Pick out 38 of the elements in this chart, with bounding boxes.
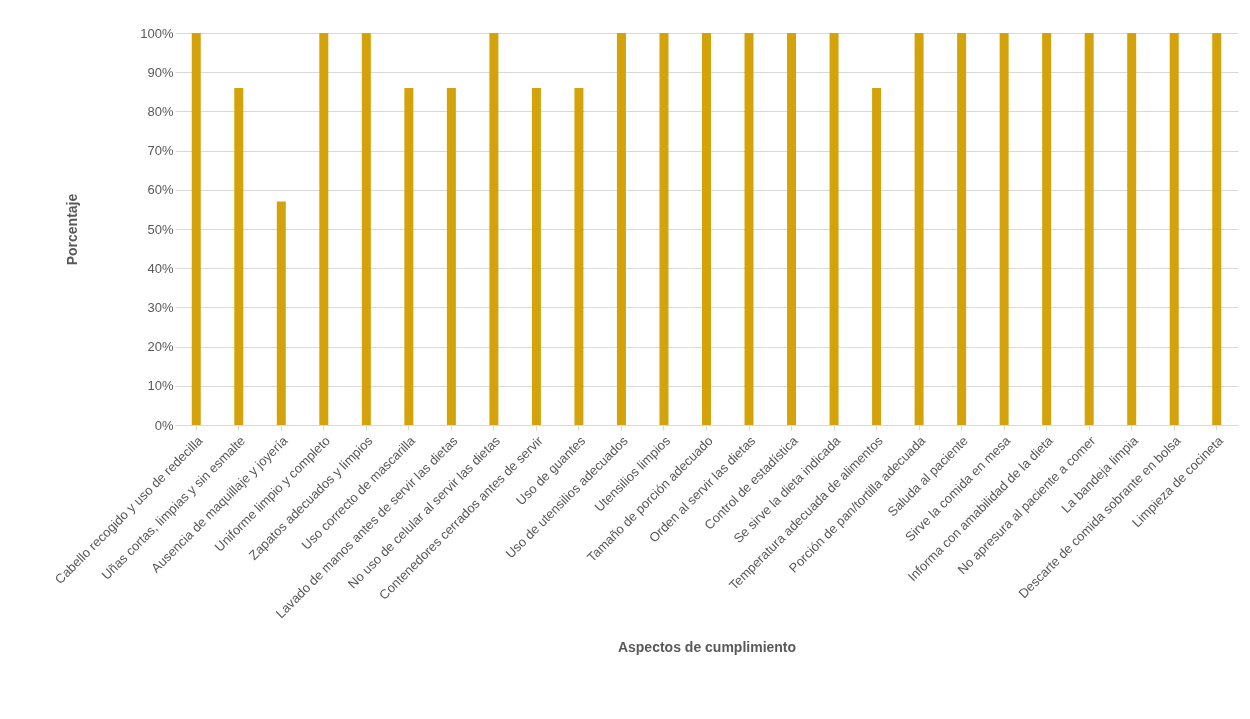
y-axis-title: Porcentaje bbox=[64, 193, 81, 266]
y-tick-label: 50% bbox=[147, 221, 174, 237]
y-tick-label: 80% bbox=[147, 103, 174, 119]
bar bbox=[276, 201, 286, 425]
y-tick-label: 10% bbox=[147, 378, 174, 394]
y-tick-label: 90% bbox=[147, 64, 174, 80]
bar bbox=[361, 33, 371, 425]
bar bbox=[319, 33, 329, 425]
bar bbox=[702, 33, 711, 425]
bar bbox=[446, 87, 456, 425]
bar bbox=[744, 33, 754, 425]
y-tick-label: 20% bbox=[147, 339, 174, 355]
bar bbox=[659, 33, 669, 425]
bar bbox=[574, 87, 584, 425]
y-tick-label: 30% bbox=[147, 299, 174, 315]
y-tick-label: 0% bbox=[154, 417, 174, 433]
bar bbox=[829, 33, 839, 425]
bar bbox=[531, 87, 541, 425]
y-tick-label: 100% bbox=[140, 25, 174, 41]
bar bbox=[1212, 33, 1222, 425]
bar bbox=[1042, 33, 1052, 425]
bar bbox=[872, 87, 882, 425]
y-tick-label: 70% bbox=[147, 143, 174, 159]
bar bbox=[234, 87, 244, 425]
y-tick-label: 40% bbox=[147, 260, 174, 276]
bar bbox=[1127, 33, 1137, 425]
bar bbox=[191, 33, 201, 425]
bar bbox=[616, 33, 626, 425]
x-axis-title: Aspectos de cumplimiento bbox=[617, 639, 797, 655]
y-tick-label: 60% bbox=[147, 182, 174, 198]
bar bbox=[787, 33, 797, 425]
bar bbox=[1169, 33, 1179, 425]
bar bbox=[489, 33, 499, 425]
bar bbox=[1084, 33, 1094, 425]
bar bbox=[957, 33, 967, 425]
bar bbox=[914, 33, 924, 425]
bar bbox=[999, 33, 1009, 425]
bar bbox=[404, 87, 414, 425]
